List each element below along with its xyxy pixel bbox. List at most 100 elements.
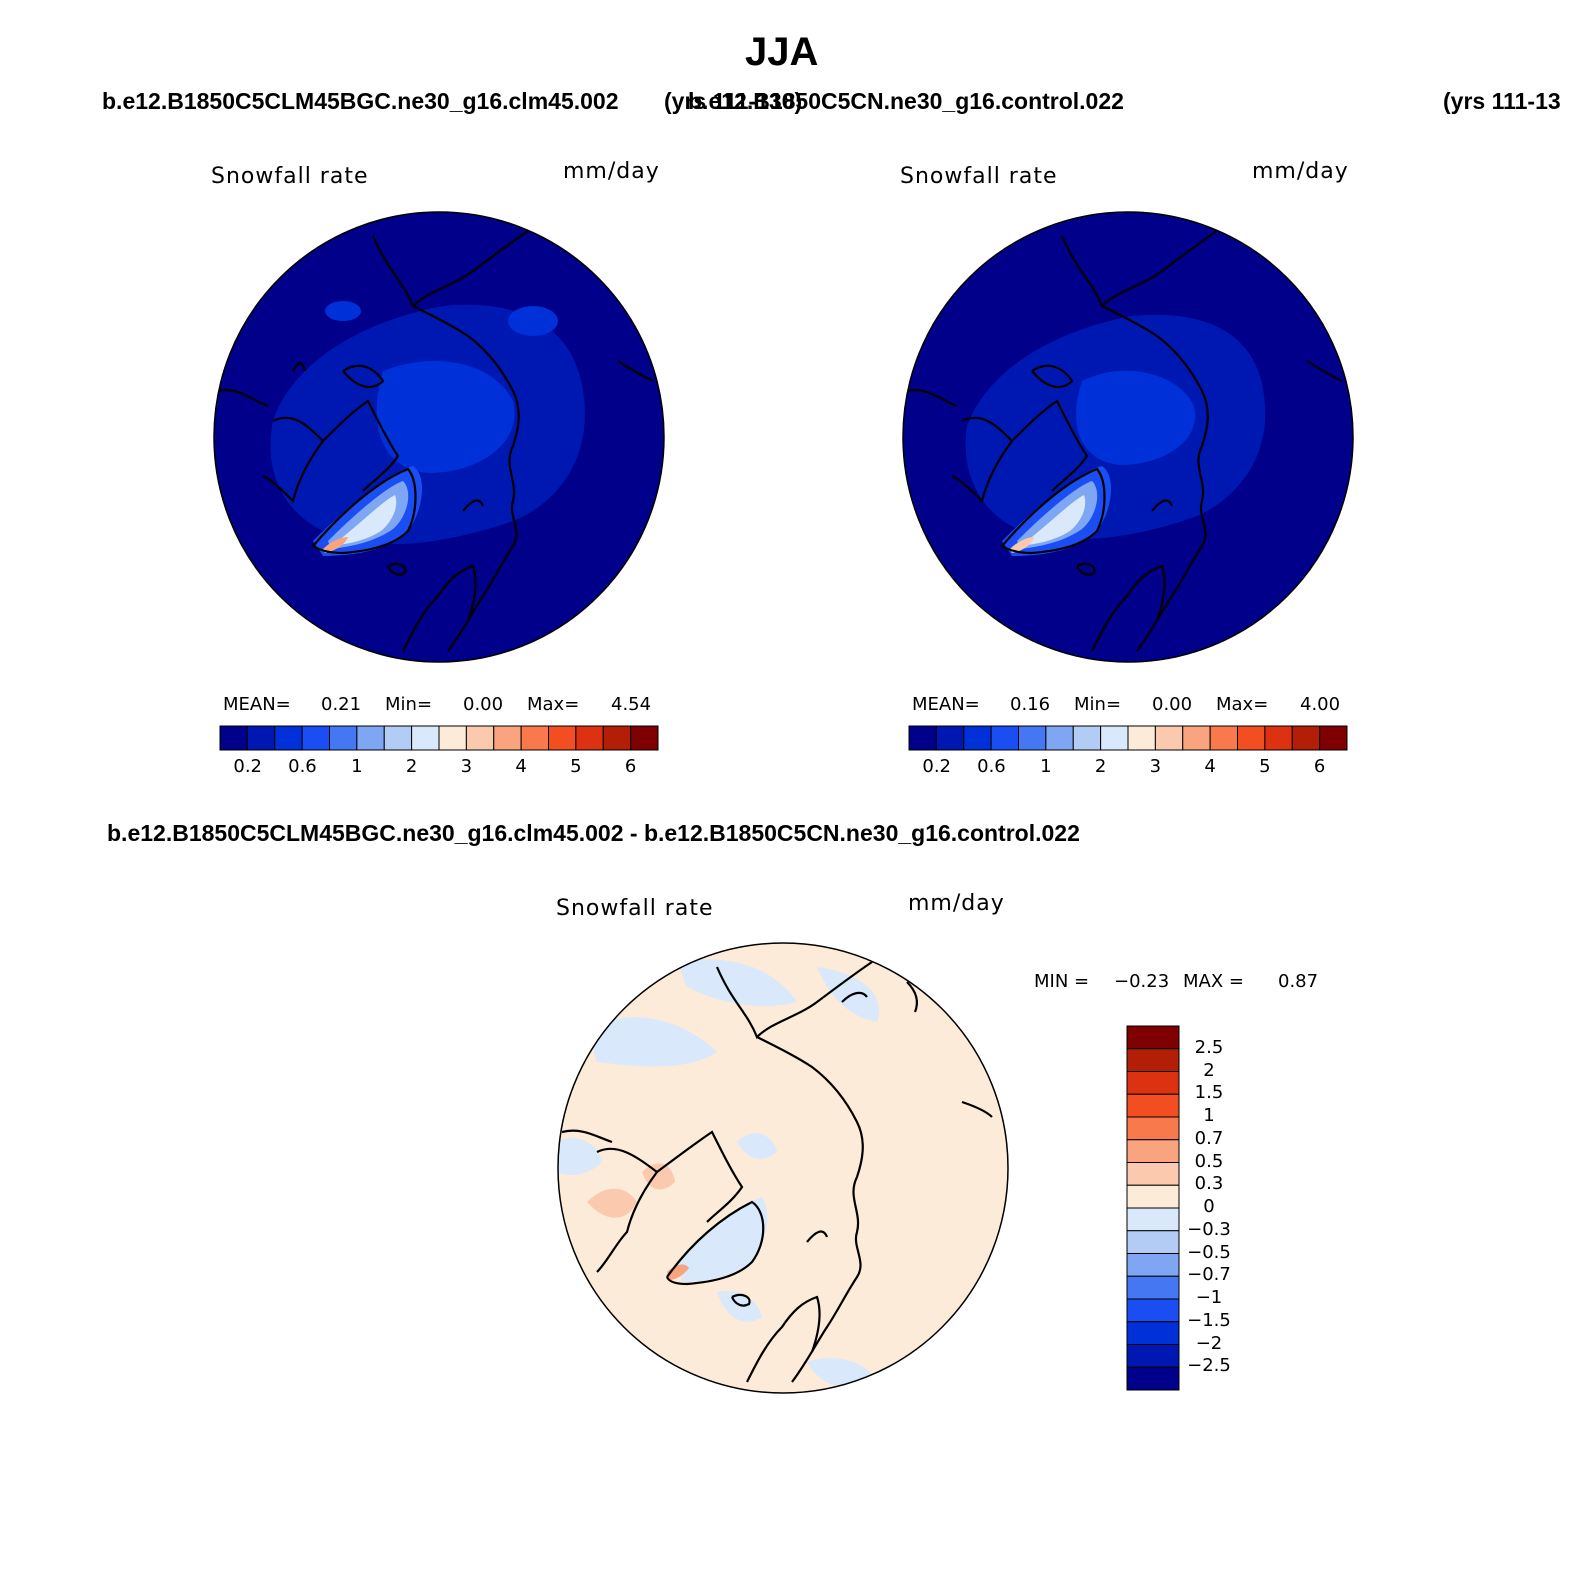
case-right-label: b.e12.B1850C5CN.ne30_g16.control.022: [688, 88, 1124, 114]
colorbar-diff-tick-label: 0.5: [1194, 1150, 1224, 1172]
map-panel-2: [902, 211, 1354, 663]
panel2-mean-label: MEAN=: [912, 694, 980, 715]
years-right-label: (yrs 111-13: [1443, 88, 1561, 114]
colorbar-panel-1-swatch: [356, 725, 385, 751]
diff-max-value: 0.87: [1278, 971, 1319, 992]
map1-arctic-core: [376, 361, 515, 473]
panel2-min-label: Min=: [1074, 694, 1122, 715]
panel2-min-value: 0.00: [1152, 694, 1193, 715]
colorbar-panel-1-tick-label: 6: [624, 756, 637, 777]
colorbar-panel-1-swatch: [548, 725, 577, 751]
panel1-max-value: 4.54: [611, 694, 652, 715]
map2-greenland-mid: [1017, 481, 1098, 549]
map1-greenland-mid: [328, 481, 409, 549]
panel2-mean-value: 0.16: [1010, 694, 1051, 715]
colorbar-panel-1-tick-label: 1: [351, 756, 363, 777]
colorbar-panel-2-swatch: [1127, 725, 1156, 751]
colorbar-panel-1-swatch: [575, 725, 604, 751]
colorbar-panel-1: [219, 725, 659, 751]
colorbar-panel-2-swatch: [1264, 725, 1293, 751]
map2-greenland-inner: [1027, 495, 1086, 545]
colorbar-panel-2-swatch: [1072, 725, 1102, 751]
colorbar-diff-tick-label: 1.5: [1194, 1082, 1224, 1104]
panel1-min-label: Min=: [385, 694, 433, 715]
colorbar-diff-tick-label: −0.7: [1187, 1264, 1231, 1286]
case-left-label: b.e12.B1850C5CLM45BGC.ne30_g16.clm45.002: [102, 88, 619, 114]
diff-negative-greenland: [677, 1197, 768, 1282]
colorbar-panel-1-swatch: [274, 725, 303, 751]
colorbar-diff-tick-label: −1.5: [1187, 1309, 1231, 1331]
map2-greenland-max: [1010, 537, 1034, 553]
colorbar-panel-1-swatch: [493, 725, 522, 751]
colorbar-diff-swatch: [1126, 1139, 1180, 1163]
map2-coastlines: [906, 230, 1343, 652]
diff-coastlines: [561, 961, 993, 1383]
diff-min-value: −0.23: [1114, 971, 1170, 992]
colorbar-diff-swatch: [1126, 1093, 1180, 1118]
map1-greenland-inner: [338, 495, 397, 545]
colorbar-panel-1-swatch: [602, 725, 632, 751]
colorbar-diff-tick-label: −0.3: [1187, 1218, 1231, 1240]
colorbar-diff-swatch: [1126, 1344, 1180, 1368]
map1-patch-a: [508, 306, 558, 336]
years-left-label: (yrs 111-130): [664, 88, 803, 114]
colorbar-diff-swatch: [1126, 1162, 1180, 1186]
colorbar-panel-2-swatch: [908, 725, 937, 751]
colorbar-panel-1-tick-label: 0.2: [233, 756, 263, 777]
colorbar-diff-tick-label: −2.5: [1187, 1355, 1231, 1377]
colorbar-panel-1-swatch: [329, 725, 358, 751]
map-panel-diff: [557, 942, 1009, 1394]
panel1-mean-value: 0.21: [321, 694, 362, 715]
colorbar-diff-tick-label: 2: [1203, 1059, 1215, 1081]
colorbar-panel-1-swatch: [411, 725, 440, 751]
colorbar-panel-2-swatch: [1237, 725, 1266, 751]
panel1-units: mm/day: [563, 159, 660, 184]
colorbar-diff-swatch: [1126, 1071, 1180, 1095]
colorbar-diff-swatch: [1126, 1253, 1180, 1277]
colorbar-panel-1-swatch: [219, 725, 248, 751]
colorbar-diff-tick-label: 0.3: [1194, 1173, 1224, 1195]
page-title: JJA: [745, 30, 819, 74]
colorbar-diff-swatch: [1126, 1048, 1180, 1072]
diff-negative-e: [717, 1290, 762, 1322]
panel1-min-value: 0.00: [463, 694, 504, 715]
colorbar-panel-2-tick-label: 5: [1259, 756, 1271, 777]
colorbar-panel-2-tick-label: 3: [1149, 756, 1162, 777]
diff-negative-d: [558, 1138, 602, 1175]
colorbar-panel-1-swatch: [465, 725, 495, 751]
panel1-mean-label: MEAN=: [223, 694, 291, 715]
colorbar-panel-2-swatch: [935, 725, 965, 751]
panel1-max-label: Max=: [527, 694, 580, 715]
map-panel-1: [213, 211, 665, 663]
panel1-variable: Snowfall rate: [211, 164, 369, 189]
colorbar-panel-2-swatch: [1209, 725, 1238, 751]
colorbar-panel-1-swatch: [520, 725, 549, 751]
colorbar-panel-1-swatch: [630, 725, 659, 751]
colorbar-diff-tick-label: −1: [1195, 1287, 1223, 1308]
colorbar-panel-2: [908, 725, 1348, 751]
colorbar-diff: [1126, 1025, 1180, 1391]
colorbar-panel-2-tick-label: 1: [1040, 756, 1052, 777]
colorbar-panel-1-tick-label: 3: [460, 756, 473, 777]
panel2-max-label: Max=: [1216, 694, 1269, 715]
colorbar-diff-tick-label: −2: [1195, 1332, 1223, 1354]
colorbar-panel-1-swatch: [301, 725, 330, 751]
colorbar-panel-1-swatch: [246, 725, 276, 751]
map1-greenland-max: [323, 537, 348, 553]
colorbar-panel-2-swatch: [1182, 725, 1211, 751]
colorbar-panel-2-swatch: [1319, 725, 1348, 751]
diff-negative-c: [817, 967, 879, 1022]
colorbar-panel-1-tick-label: 0.6: [288, 756, 317, 777]
colorbar-panel-2-swatch: [963, 725, 992, 751]
colorbar-diff-swatch: [1126, 1321, 1180, 1345]
colorbar-panel-2-tick-label: 6: [1313, 756, 1326, 777]
colorbar-diff-swatch: [1126, 1275, 1180, 1300]
map2-arctic-core: [1076, 370, 1196, 465]
colorbar-panel-1-tick-label: 4: [515, 756, 527, 777]
panel2-max-value: 4.00: [1300, 694, 1341, 715]
colorbar-panel-1-swatch: [438, 725, 467, 751]
diff-variable: Snowfall rate: [556, 896, 714, 921]
colorbar-panel-1-tick-label: 2: [405, 756, 418, 777]
panel2-units: mm/day: [1252, 159, 1349, 184]
colorbar-diff-swatch: [1126, 1207, 1180, 1232]
